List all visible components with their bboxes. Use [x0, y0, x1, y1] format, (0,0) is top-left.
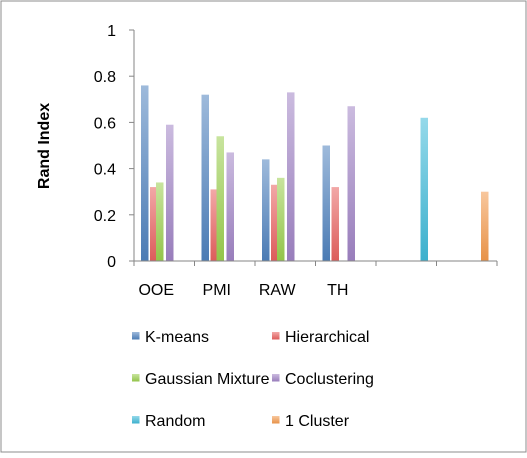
- bars: [141, 85, 489, 262]
- legend-item-hierarchical: Hierarchical: [272, 329, 369, 346]
- legend: K-means Hierarchical Gaussian Mixture Coclu…: [132, 329, 374, 430]
- x-category-label: TH: [327, 282, 348, 299]
- legend-item-gaussian-mixture: Gaussian Mixture: [132, 371, 270, 388]
- bar-random-group5: [420, 117, 428, 261]
- y-tick-label: 0: [107, 254, 116, 271]
- y-tick-label: 1: [107, 23, 116, 40]
- bar-coclustering-ooe: [166, 124, 174, 262]
- y-axis-ticks: 0 0.2 0.4 0.6 0.8 1: [94, 23, 134, 271]
- bar-k-means-th: [322, 145, 330, 261]
- legend-item-k-means: K-means: [132, 329, 209, 346]
- legend-swatch: [132, 374, 140, 382]
- bar-coclustering-raw: [287, 92, 295, 262]
- bar-gaussian-mixture-ooe: [156, 182, 164, 261]
- legend-swatch: [272, 332, 280, 340]
- legend-item-random: Random: [132, 413, 205, 430]
- bar-k-means-pmi: [201, 94, 209, 262]
- x-category-label: OOE: [138, 282, 174, 299]
- legend-label: K-means: [145, 329, 209, 346]
- bar-k-means-raw: [262, 159, 270, 261]
- legend-label: Random: [145, 413, 205, 430]
- legend-swatch: [272, 374, 280, 382]
- y-tick-label: 0.8: [94, 69, 116, 86]
- legend-swatch: [132, 332, 140, 340]
- legend-swatch: [272, 416, 280, 424]
- bar-gaussian-mixture-pmi: [216, 136, 224, 261]
- bar-hierarchical-ooe: [150, 187, 158, 261]
- legend-item-1-cluster: 1 Cluster: [272, 413, 350, 430]
- legend-label: 1 Cluster: [285, 413, 350, 430]
- x-axis-categories: OOE PMI RAW TH: [138, 282, 348, 299]
- legend-swatch: [132, 416, 140, 424]
- bar-hierarchical-raw: [271, 184, 279, 261]
- y-tick-label: 0.6: [94, 115, 116, 132]
- x-category-label: PMI: [203, 282, 231, 299]
- bar-1-cluster-group6: [481, 191, 489, 261]
- bar-coclustering-th: [347, 106, 355, 261]
- y-tick-label: 0.2: [94, 208, 116, 225]
- axes: [133, 30, 498, 266]
- bar-k-means-ooe: [141, 85, 149, 261]
- bar-gaussian-mixture-raw: [277, 177, 285, 261]
- y-axis-label: Rand Index: [36, 103, 53, 189]
- y-tick-label: 0.4: [94, 162, 116, 179]
- bar-coclustering-pmi: [226, 152, 234, 261]
- legend-label: Hierarchical: [285, 329, 369, 346]
- legend-label: Coclustering: [285, 371, 374, 388]
- bar-hierarchical-th: [331, 187, 339, 261]
- bar-hierarchical-pmi: [210, 189, 218, 261]
- x-category-label: RAW: [259, 282, 297, 299]
- legend-item-coclustering: Coclustering: [272, 371, 374, 388]
- legend-label: Gaussian Mixture: [145, 371, 270, 388]
